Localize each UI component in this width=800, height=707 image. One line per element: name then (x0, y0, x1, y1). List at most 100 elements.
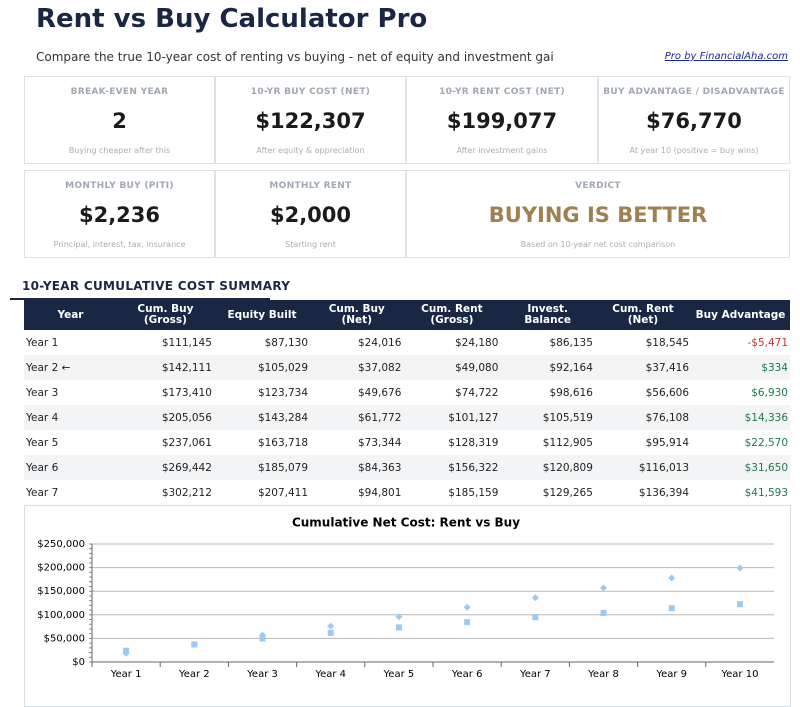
stat-card: BREAK-EVEN YEAR 2 Buying cheaper after thi… (24, 76, 215, 164)
point (259, 635, 266, 642)
table-cell: -$5,471 (747, 336, 788, 349)
table-cell: $95,914 (645, 436, 690, 449)
summary-table: Year Cum. Buy (Gross) Equity Built Cum. Buy… (24, 300, 790, 505)
page: Rent vs Buy Calculator Pro Compare the t… (10, 4, 791, 707)
table-cell: Year 5 (26, 436, 59, 449)
column-header: Cum. Rent (Net) (594, 300, 692, 330)
card-label: 10-YR BUY COST (NET) (250, 87, 371, 97)
table-cell: Year 1 (26, 336, 59, 349)
table-cell: $185,159 (448, 486, 499, 499)
table-cell: $116,013 (594, 455, 692, 480)
card-label: BREAK-EVEN YEAR (70, 87, 169, 97)
card-value: BUYING IS BETTER (488, 203, 708, 227)
card-note: After equity & appreciation (256, 146, 365, 155)
point (123, 647, 130, 654)
table-cell: $105,519 (500, 405, 595, 430)
y-tick-label: $100,000 (37, 610, 85, 621)
table-cell: $163,718 (257, 436, 309, 449)
table-row: Year 5 $237,061 $163,718 $73,344 $128,319 $11… (24, 430, 790, 455)
table-cell: $143,284 (213, 405, 311, 430)
card-label: MONTHLY RENT (269, 181, 352, 191)
column-header: Buy Advantage (691, 300, 790, 330)
point (464, 619, 471, 626)
card-label: BUY ADVANTAGE / DISADVANTAGE (603, 87, 785, 97)
point (327, 622, 335, 630)
table-cell: $61,772 (310, 405, 404, 430)
table-cell: $84,363 (310, 455, 404, 480)
table-cell: $156,322 (403, 455, 501, 480)
table-cell: $112,905 (542, 436, 593, 449)
table-cell: $73,344 (358, 436, 402, 449)
table-cell: $185,079 (213, 455, 311, 480)
point (327, 629, 334, 636)
y-tick-label: $0 (72, 657, 85, 668)
section-title: 10-YEAR CUMULATIVE COST SUMMARY (22, 279, 291, 293)
stat-card: 10-YR BUY COST (NET) $122,307 After equity… (215, 76, 406, 164)
table-cell: $207,411 (257, 486, 309, 499)
table-row: Year 2 ← $142,111 $105,029 $37,082 $49,080 $9… (24, 355, 790, 380)
column-header: Cum. Buy (Net) (310, 300, 404, 330)
point (531, 594, 539, 602)
stat-card: BUY ADVANTAGE / DISADVANTAGE $76,770 At ye… (598, 76, 790, 164)
x-tick-label: Year 9 (655, 669, 687, 680)
stat-card: MONTHLY BUY (PITI) $2,236 Principal, inter… (24, 170, 215, 258)
table-cell: Year 2 ← (24, 355, 117, 380)
subtitle: Compare the true 10-year cost of renting… (36, 50, 554, 64)
table-cell: $111,145 (161, 336, 212, 349)
y-tick-label: $50,000 (44, 633, 85, 644)
table-cell: $49,676 (358, 386, 402, 399)
column-header: Cum. Buy (Gross) (116, 300, 214, 330)
table-cell: $120,809 (500, 455, 595, 480)
column-header: Equity Built (213, 300, 311, 330)
card-label: 10-YR RENT COST (NET) (439, 87, 565, 97)
x-tick-label: Year 6 (451, 669, 483, 680)
y-tick-label: $150,000 (37, 586, 85, 597)
table-cell: $22,570 (744, 436, 788, 449)
card-value: $2,000 (269, 203, 352, 227)
table-cell: $269,442 (116, 455, 214, 480)
table-cell: $74,722 (454, 386, 499, 399)
point (600, 584, 607, 592)
point (668, 605, 675, 612)
table-cell: $87,130 (264, 336, 309, 349)
table-cell: $31,650 (691, 455, 790, 480)
y-tick-label: $250,000 (37, 539, 85, 550)
y-tick-label: $200,000 (37, 563, 85, 574)
x-tick-label: Year 4 (314, 669, 346, 680)
table-cell: $334 (691, 355, 790, 380)
brand-link[interactable]: Pro by FinancialAha.com (664, 51, 788, 62)
point (668, 574, 676, 582)
stat-card: MONTHLY RENT $2,000 Starting rent (215, 170, 406, 258)
card-note: After investment gains (456, 146, 548, 155)
table-cell: Year 4 (24, 405, 117, 430)
column-header: Invest. Balance (500, 300, 595, 330)
card-value: $122,307 (255, 109, 366, 133)
point (191, 641, 198, 648)
table-row: Year 4 $205,056 $143,284 $61,772 $101,127 $10… (24, 405, 790, 430)
point (736, 601, 743, 608)
table-row: Year 6 $269,442 $185,079 $84,363 $156,322 $12… (24, 455, 790, 480)
card-note: Buying cheaper after this (68, 146, 171, 155)
table-cell: $101,127 (403, 405, 501, 430)
table-cell: $105,029 (213, 355, 311, 380)
card-label: VERDICT (575, 181, 621, 191)
table-cell: Year 3 (26, 386, 59, 399)
table-cell: $41,593 (744, 486, 788, 499)
table-row: Year 7 $302,212 $207,411 $94,801 $185,159 $12… (24, 480, 790, 505)
table-cell: $14,336 (691, 405, 790, 430)
table-cell: $92,164 (500, 355, 595, 380)
card-label: MONTHLY BUY (PITI) (65, 181, 174, 191)
table-cell: $24,180 (454, 336, 499, 349)
table-cell: $237,061 (161, 436, 212, 449)
table-cell: $76,108 (594, 405, 692, 430)
card-note: Principal, interest, tax, insurance (53, 240, 186, 249)
card-value: $2,236 (78, 203, 161, 227)
x-tick-label: Year 10 (720, 669, 758, 680)
column-header: Cum. Rent (Gross) (403, 300, 501, 330)
table-cell: $86,135 (549, 336, 593, 349)
x-tick-label: Year 3 (246, 669, 278, 680)
card-value: $76,770 (646, 109, 742, 133)
chart-title: Cumulative Net Cost: Rent vs Buy (292, 516, 520, 530)
stat-card: 10-YR RENT COST (NET) $199,077 After inves… (406, 76, 598, 164)
table-cell: $302,212 (161, 486, 212, 499)
